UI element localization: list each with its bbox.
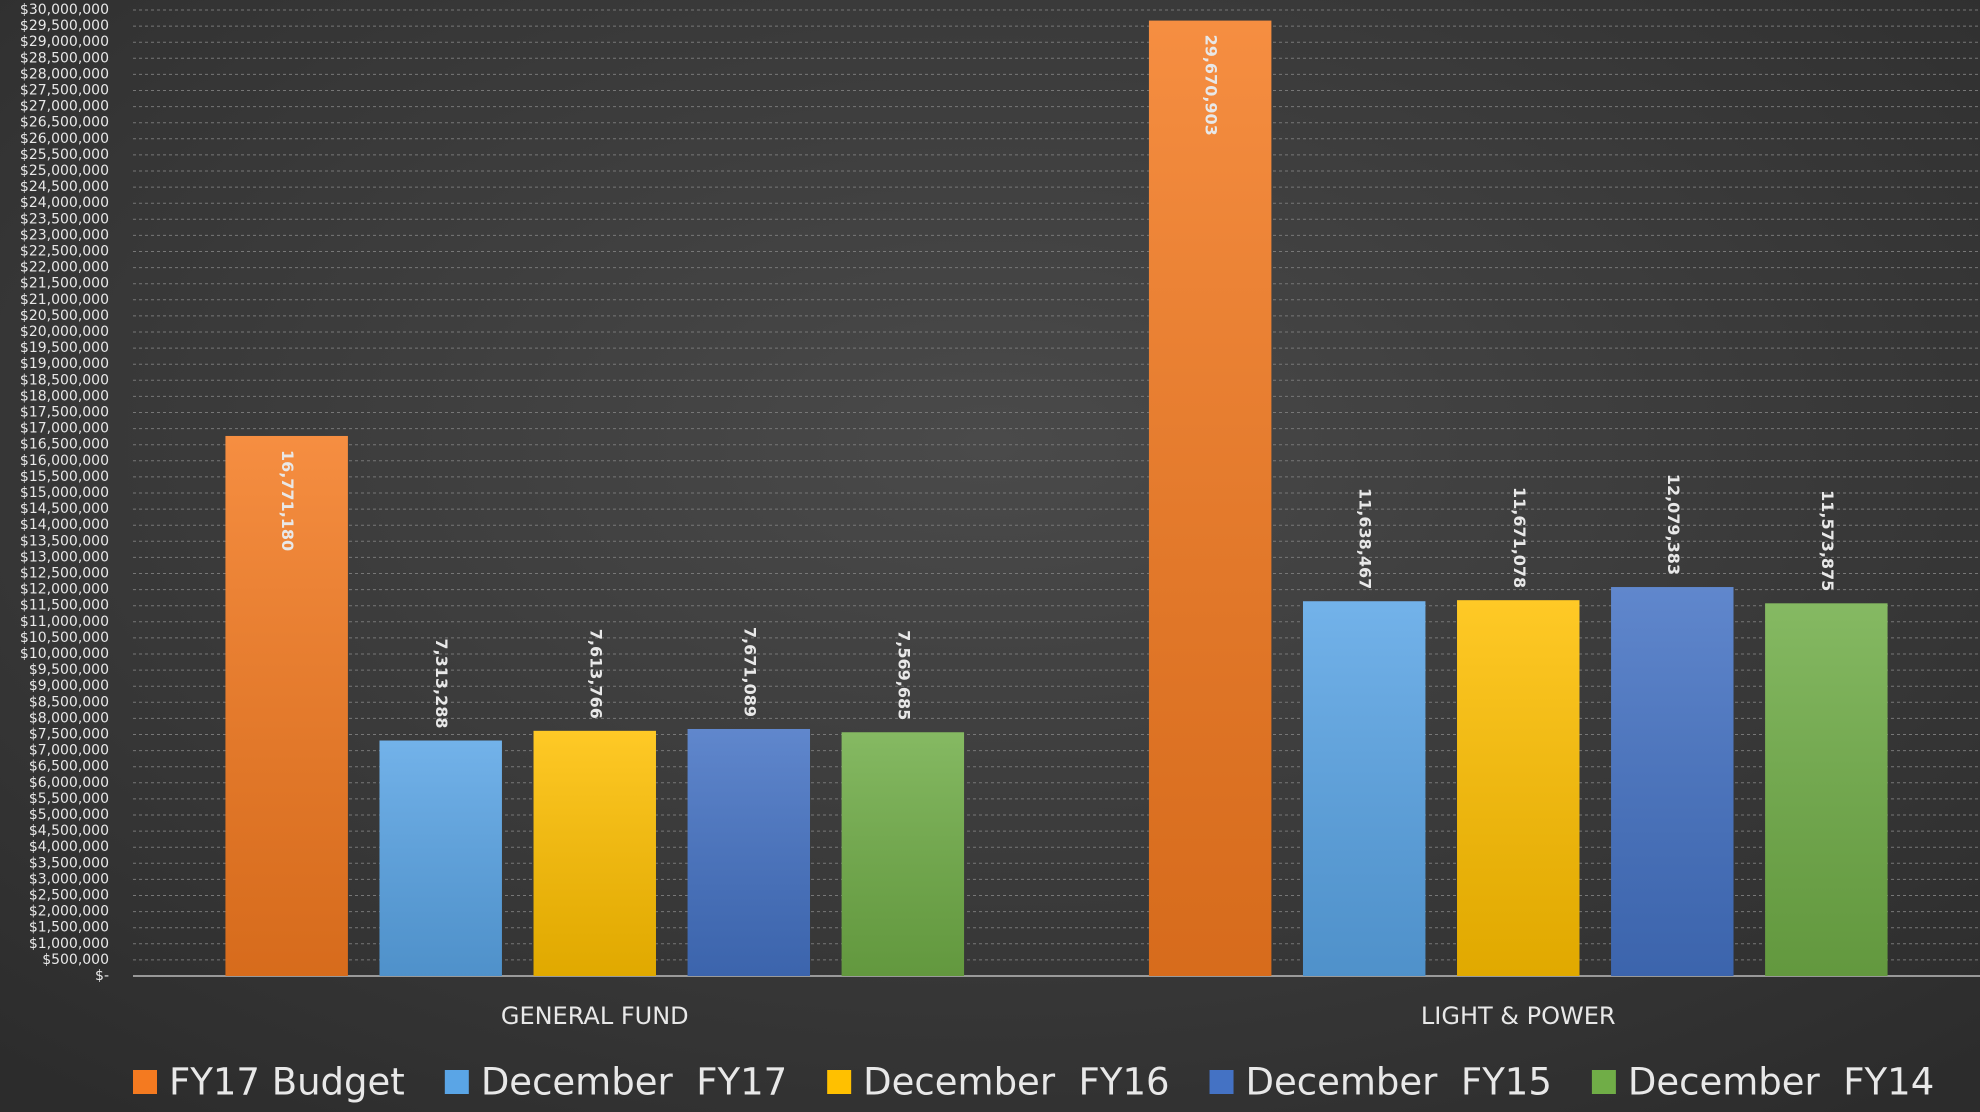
y-tick-label: $16,000,000 bbox=[20, 453, 109, 469]
data-label: 7,569,685 bbox=[894, 630, 913, 720]
y-tick-label: $20,000,000 bbox=[20, 324, 109, 340]
y-tick-label: $28,500,000 bbox=[20, 50, 109, 66]
legend-label: December FY17 bbox=[481, 1061, 787, 1104]
y-tick-label: $9,000,000 bbox=[29, 678, 109, 694]
y-tick-label: $18,500,000 bbox=[20, 372, 109, 388]
data-label: 7,613,766 bbox=[586, 629, 605, 719]
y-tick-label: $23,500,000 bbox=[20, 211, 109, 227]
y-tick-label: $19,500,000 bbox=[20, 340, 109, 356]
y-tick-label: $11,500,000 bbox=[20, 598, 109, 614]
legend-swatch bbox=[133, 1070, 157, 1094]
y-tick-label: $6,000,000 bbox=[29, 775, 109, 791]
legend-label: December FY14 bbox=[1628, 1061, 1934, 1104]
data-label: 11,573,875 bbox=[1818, 490, 1837, 591]
y-tick-label: $27,000,000 bbox=[20, 99, 109, 115]
y-tick-label: $20,500,000 bbox=[20, 308, 109, 324]
bar-shade bbox=[533, 730, 656, 976]
y-tick-label: $30,000,000 bbox=[20, 2, 109, 18]
y-tick-label: $17,000,000 bbox=[20, 421, 109, 437]
y-tick-label: $26,000,000 bbox=[20, 131, 109, 147]
y-tick-label: $500,000 bbox=[42, 952, 109, 968]
y-tick-label: $5,000,000 bbox=[29, 807, 109, 823]
y-tick-label: $5,500,000 bbox=[29, 791, 109, 807]
y-tick-label: $22,500,000 bbox=[20, 244, 109, 260]
legend-swatch bbox=[1209, 1070, 1234, 1094]
y-tick-label: $25,000,000 bbox=[20, 163, 109, 179]
y-tick-label: $11,000,000 bbox=[20, 614, 109, 630]
y-tick-label: $3,000,000 bbox=[29, 871, 109, 887]
y-tick-label: $2,500,000 bbox=[29, 888, 109, 904]
legend-label: December FY16 bbox=[863, 1061, 1169, 1104]
bar-shade bbox=[225, 435, 348, 976]
y-tick-label: $10,500,000 bbox=[20, 630, 109, 646]
y-tick-label: $4,000,000 bbox=[29, 839, 109, 855]
y-tick-label: $29,000,000 bbox=[20, 34, 109, 50]
y-tick-label: $14,500,000 bbox=[20, 501, 109, 517]
y-tick-label: $1,500,000 bbox=[29, 920, 109, 936]
y-tick-label: $10,000,000 bbox=[20, 646, 109, 662]
y-tick-label: $9,500,000 bbox=[29, 662, 109, 678]
data-label: 7,313,288 bbox=[432, 638, 451, 728]
y-tick-label: $29,500,000 bbox=[20, 18, 109, 34]
y-tick-label: $15,500,000 bbox=[20, 469, 109, 485]
bar-shade bbox=[1457, 600, 1580, 976]
bar-shade bbox=[687, 728, 811, 976]
y-tick-label: $3,500,000 bbox=[29, 855, 109, 871]
x-tick-label: LIGHT & POWER bbox=[1421, 1002, 1616, 1030]
y-tick-label: $12,000,000 bbox=[20, 582, 109, 598]
x-tick-label: GENERAL FUND bbox=[501, 1002, 689, 1030]
y-tick-label: $21,000,000 bbox=[20, 292, 109, 308]
y-tick-label: $14,000,000 bbox=[20, 517, 109, 533]
y-tick-label: $1,000,000 bbox=[29, 936, 109, 952]
legend-label: December FY15 bbox=[1246, 1061, 1552, 1104]
legend-label: FY17 Budget bbox=[169, 1061, 405, 1104]
data-label: 11,638,467 bbox=[1356, 488, 1375, 589]
y-tick-label: $17,500,000 bbox=[20, 405, 109, 421]
y-tick-label: $26,500,000 bbox=[20, 115, 109, 131]
legend-swatch bbox=[827, 1070, 852, 1094]
data-label: 16,771,180 bbox=[278, 450, 297, 551]
bar-shade bbox=[1302, 601, 1426, 976]
y-tick-label: $6,500,000 bbox=[29, 759, 109, 775]
y-tick-label: $23,000,000 bbox=[20, 227, 109, 243]
bar-shade bbox=[1148, 20, 1272, 976]
y-tick-label: $18,000,000 bbox=[20, 388, 109, 404]
y-tick-label: $28,000,000 bbox=[20, 66, 109, 82]
bar-shade bbox=[1611, 587, 1734, 976]
y-tick-label: $13,000,000 bbox=[20, 549, 109, 565]
y-tick-label: $13,500,000 bbox=[20, 533, 109, 549]
y-tick-label: $8,000,000 bbox=[29, 710, 109, 726]
bar-shade bbox=[1765, 603, 1888, 976]
y-tick-label: $22,000,000 bbox=[20, 260, 109, 276]
y-tick-label: $7,000,000 bbox=[29, 743, 109, 759]
y-tick-label: $4,500,000 bbox=[29, 823, 109, 839]
y-tick-label: $16,500,000 bbox=[20, 437, 109, 453]
y-tick-label: $19,000,000 bbox=[20, 356, 109, 372]
y-tick-label: $24,000,000 bbox=[20, 195, 109, 211]
bar-shade bbox=[841, 732, 965, 976]
data-label: 29,670,903 bbox=[1202, 35, 1221, 136]
y-tick-label: $8,500,000 bbox=[29, 694, 109, 710]
y-tick-label: $21,500,000 bbox=[20, 276, 109, 292]
bar-shade bbox=[379, 740, 502, 976]
y-tick-label: $15,000,000 bbox=[20, 485, 109, 501]
legend-swatch bbox=[444, 1070, 469, 1094]
y-tick-label: $27,500,000 bbox=[20, 83, 109, 99]
y-tick-label: $24,500,000 bbox=[20, 179, 109, 195]
data-label: 11,671,078 bbox=[1510, 487, 1529, 588]
data-label: 7,671,089 bbox=[740, 627, 759, 717]
y-tick-label: $12,500,000 bbox=[20, 566, 109, 582]
y-tick-label: $25,500,000 bbox=[20, 147, 109, 163]
y-tick-label: $7,500,000 bbox=[29, 727, 109, 743]
legend-swatch bbox=[1591, 1070, 1616, 1094]
y-tick-label: $- bbox=[95, 968, 109, 984]
y-tick-label: $2,000,000 bbox=[29, 904, 109, 920]
data-label: 12,079,383 bbox=[1664, 474, 1683, 575]
